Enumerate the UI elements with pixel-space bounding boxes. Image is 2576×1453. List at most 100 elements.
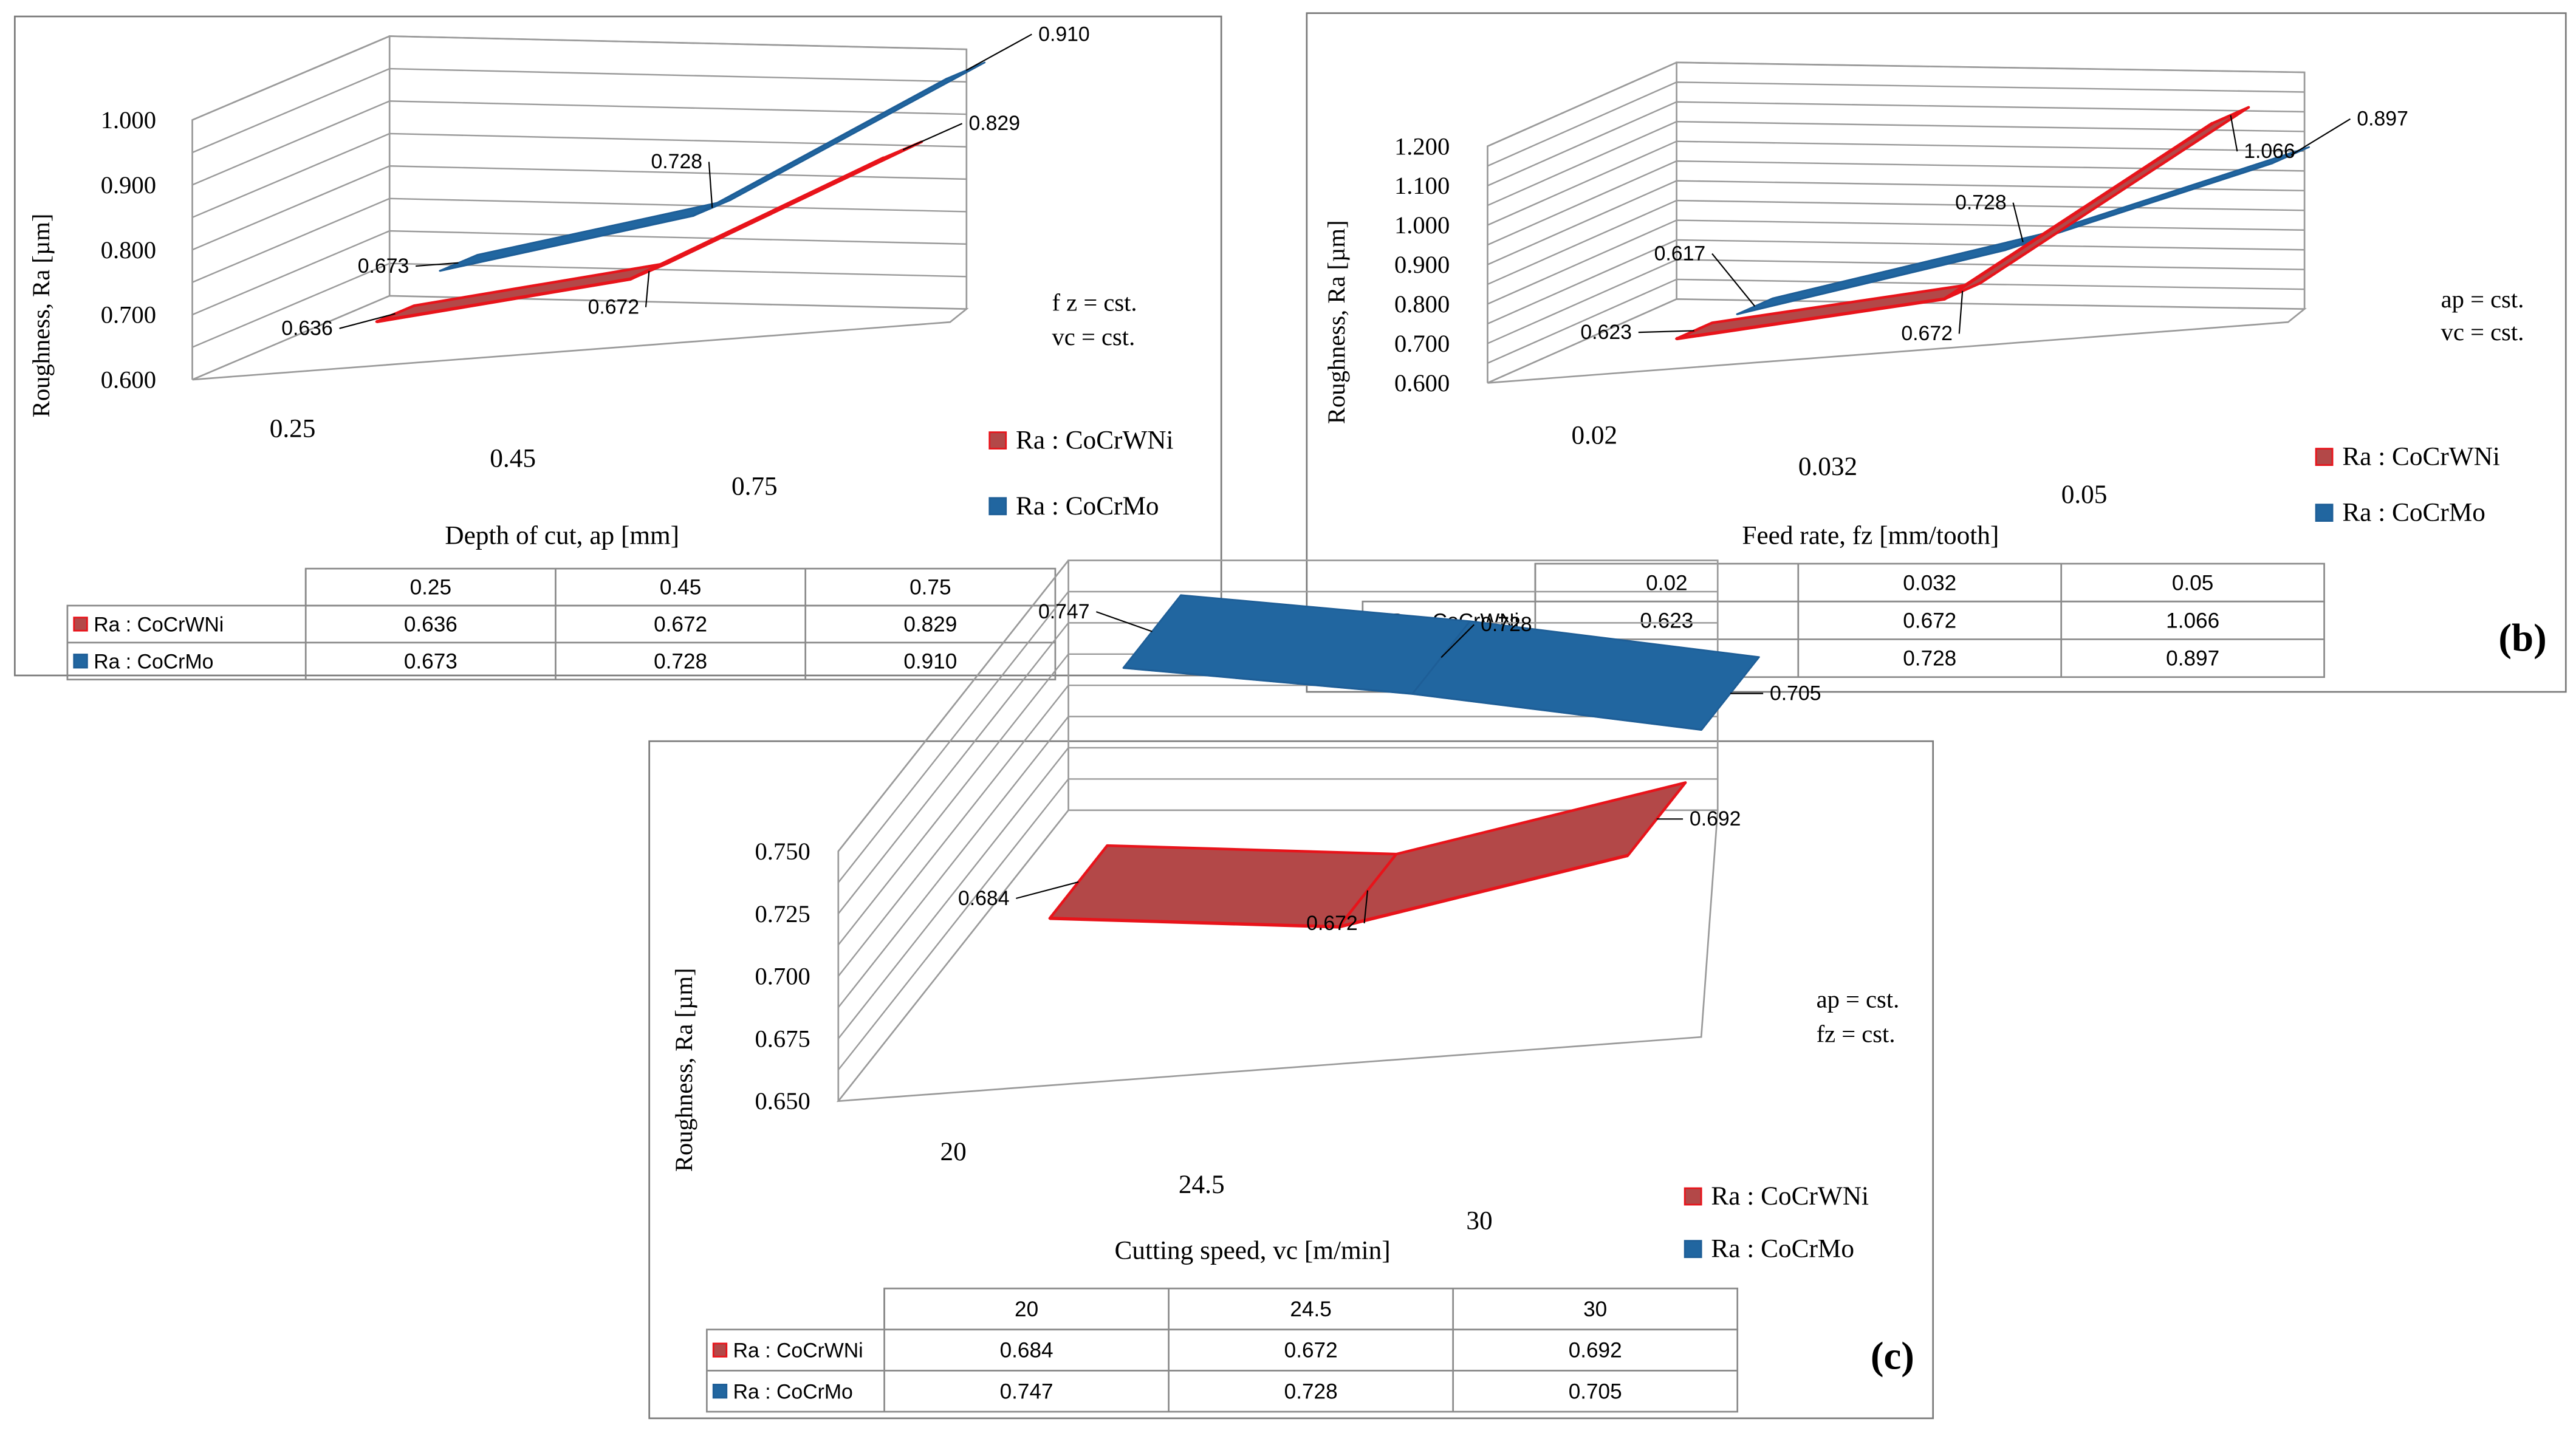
- data-label-leader: [1440, 624, 1475, 658]
- data-label: 0.623: [1580, 321, 1632, 344]
- y-tick-label: 0.600: [101, 366, 156, 393]
- gridline: [837, 747, 1718, 1039]
- gridline: [192, 100, 967, 186]
- data-label: 0.897: [2357, 108, 2408, 131]
- panel-border: [13, 15, 1222, 677]
- table-cell: 0.728: [1903, 647, 1956, 671]
- legend-label: Ra : CoCrWNi: [1016, 426, 1174, 455]
- data-label-leader: [2290, 118, 2351, 156]
- legend-swatch: [988, 497, 1007, 516]
- gridline: [192, 197, 967, 283]
- y-tick-label: 0.800: [101, 236, 156, 264]
- legend-swatch: [1684, 1187, 1702, 1206]
- gridline: [1487, 140, 2305, 226]
- y-tick-label: 0.900: [101, 171, 156, 199]
- table-row-label: Ra : CoCrWNi: [94, 614, 224, 637]
- data-label: 0.829: [968, 112, 1020, 135]
- table-cell: 0.692: [1569, 1339, 1622, 1362]
- data-label-leader: [339, 313, 396, 329]
- x-tick-label: 20: [940, 1137, 967, 1166]
- data-label: 0.692: [1690, 807, 1741, 830]
- panel-label: (c): [1871, 1335, 1914, 1378]
- table-cell: 0.684: [1000, 1339, 1053, 1362]
- data-label-leader: [1363, 890, 1369, 924]
- table-cell: 0.623: [1640, 609, 1693, 633]
- legend-label: Ra : CoCrMo: [1711, 1234, 1854, 1263]
- x-axis-title: Depth of cut, ap [mm]: [445, 521, 679, 550]
- y-tick-label: 0.750: [755, 838, 810, 865]
- data-label: 0.617: [1654, 242, 1706, 265]
- legend-label: Ra : CoCrMo: [2342, 498, 2485, 527]
- legend-swatch: [988, 431, 1007, 450]
- data-label-leader: [902, 123, 963, 151]
- panel-label: (b): [2498, 616, 2546, 660]
- y-axis-title: Roughness, Ra [µm]: [670, 968, 697, 1172]
- data-label: 0.728: [1955, 191, 2007, 214]
- y-tick-label: 0.700: [755, 963, 810, 990]
- table-cell: 0.728: [654, 649, 707, 673]
- chart-panel-a: 0.600 0.700 0.800 0.900 1.000 Roughness, Ra […: [13, 15, 1222, 681]
- table-cell: 0.672: [1284, 1339, 1338, 1362]
- gridline: [837, 559, 1718, 852]
- gridline: [192, 67, 967, 154]
- x-tick-label: 0.75: [731, 471, 778, 501]
- gridline: [1487, 219, 2305, 305]
- data-label-leader: [1016, 881, 1079, 900]
- cocrwni-ribbon-edge: [1049, 853, 1629, 929]
- gridline: [1487, 180, 2305, 265]
- x-tick-label: 0.25: [270, 414, 316, 443]
- table-cell: 1.066: [2166, 609, 2219, 633]
- table-legend-swatch: [712, 1384, 728, 1399]
- x-tick-label: 0.032: [1798, 452, 1857, 481]
- table-legend-swatch: [73, 654, 88, 669]
- table-cell: 0.705: [1569, 1379, 1622, 1403]
- data-label-leader: [416, 262, 459, 267]
- condition-note: f z = cst.: [1052, 289, 1137, 316]
- gridline: [1487, 239, 2305, 325]
- data-label-leader: [1638, 330, 1694, 333]
- legend-swatch: [1684, 1240, 1702, 1259]
- x-tick-label: 0.02: [1571, 420, 1617, 450]
- cocrwni-ribbon-edge: [1676, 121, 2214, 341]
- data-label: 1.066: [2244, 140, 2295, 163]
- data-label: 0.673: [358, 255, 409, 278]
- gridline: [1487, 278, 2305, 364]
- data-label: 0.728: [1481, 613, 1532, 636]
- table-header-cell: 0.25: [410, 576, 451, 600]
- table-cell: 0.910: [903, 649, 957, 673]
- data-label: 0.672: [1901, 322, 1953, 345]
- y-tick-label: 0.650: [755, 1087, 810, 1115]
- table-header-cell: 0.75: [909, 576, 951, 600]
- legend-label: Ra : CoCrMo: [1016, 491, 1159, 521]
- gridline: [192, 132, 967, 219]
- cocrmo-ribbon-edge: [439, 77, 948, 272]
- gridline: [1487, 101, 2305, 186]
- legend-label: Ra : CoCrWNi: [2342, 442, 2500, 471]
- data-label-leader: [1096, 611, 1153, 632]
- table-cell: 0.829: [903, 613, 957, 637]
- x-tick-label: 30: [1466, 1206, 1492, 1236]
- data-label: 0.747: [1038, 600, 1090, 623]
- chart-panel-c: 0.650 0.675 0.700 0.725 0.750 Roughness, Ra […: [648, 559, 1934, 1420]
- data-table: 20 24.5 30 Ra : CoCrWNi 0.684 0.672 0.692 Ra : …: [706, 1287, 1739, 1413]
- table-header-cell: 0.45: [660, 576, 701, 600]
- x-tick-label: 0.45: [490, 443, 536, 473]
- data-label: 0.728: [651, 150, 702, 173]
- gridline: [837, 622, 1718, 915]
- table-cell: 0.673: [404, 649, 457, 673]
- condition-note: fz = cst.: [1817, 1020, 1896, 1047]
- chart-panel-b: 0.600 0.700 0.800 0.900 1.000 1.100 1.200 Rough…: [1306, 12, 2567, 693]
- data-label-leader: [645, 271, 650, 307]
- table-legend-swatch: [712, 1342, 728, 1358]
- condition-note: ap = cst.: [1817, 985, 1900, 1013]
- data-label-leader: [965, 33, 1032, 71]
- table-header-cell: 24.5: [1290, 1297, 1331, 1321]
- y-tick-label: 0.700: [101, 301, 156, 329]
- table-row-label: Ra : CoCrWNi: [733, 1339, 863, 1362]
- data-label: 0.636: [281, 317, 333, 340]
- y-tick-label: 0.900: [1394, 251, 1450, 278]
- y-tick-label: 1.100: [1394, 172, 1450, 199]
- y-tick-label: 1.000: [101, 106, 156, 134]
